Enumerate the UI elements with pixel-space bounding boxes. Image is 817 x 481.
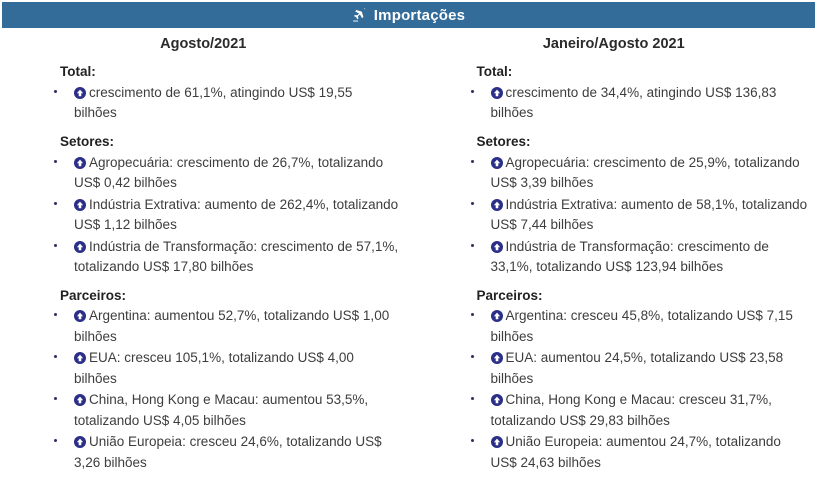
list-item: Agropecuária: crescimento de 26,7%, tota… — [54, 153, 399, 194]
up-arrow-circle-icon — [490, 308, 503, 323]
bullet-dot-icon — [470, 89, 474, 93]
section-list-setores: Agropecuária: crescimento de 25,9%, tota… — [419, 153, 810, 278]
list-item-text: Argentina: cresceu 45,8%, totalizando US… — [490, 308, 793, 344]
section-list-total: crescimento de 34,4%, atingindo US$ 136,… — [419, 83, 810, 124]
up-arrow-circle-icon — [74, 308, 86, 323]
list-item-text: EUA: aumentou 24,5%, totalizando US$ 23,… — [490, 350, 784, 386]
bullet-dot-icon — [54, 159, 57, 163]
list-item: Indústria de Transformação: crescimento … — [470, 237, 810, 278]
up-arrow-circle-icon — [74, 155, 86, 169]
section-label-setores: Setores: — [476, 133, 531, 149]
up-arrow-circle-icon — [490, 85, 503, 99]
up-arrow-circle-icon — [490, 197, 503, 211]
up-arrow-circle-icon — [74, 239, 86, 253]
column-agosto-2021: Agosto/2021 Total: crescimento de 61,1%,… — [2, 36, 409, 481]
section-label-parceiros: Parceiros: — [476, 287, 543, 303]
up-arrow-circle-icon — [74, 350, 86, 365]
column-janeiro-agosto-2021: Janeiro/Agosto 2021 Total: crescimento d… — [409, 36, 816, 481]
up-arrow-circle-icon — [490, 434, 503, 449]
list-item-text: Indústria Extrativa: aumento de 58,1%, t… — [490, 196, 808, 233]
list-item-text: Indústria de Transformação: crescimento … — [74, 238, 399, 275]
section-list-setores: Agropecuária: crescimento de 26,7%, tota… — [8, 153, 399, 278]
list-item: Argentina: cresceu 45,8%, totalizando US… — [470, 306, 810, 347]
column-heading: Janeiro/Agosto 2021 — [542, 36, 685, 52]
section-list-total: crescimento de 61,1%, atingindo US$ 19,5… — [8, 83, 399, 124]
section-label-total: Total: — [60, 64, 96, 80]
list-item: Agropecuária: crescimento de 25,9%, tota… — [470, 153, 810, 194]
up-arrow-circle-icon — [74, 85, 86, 99]
list-item-text: crescimento de 61,1%, atingindo US$ 19,5… — [74, 84, 353, 121]
section-label-total: Total: — [476, 64, 513, 80]
list-item-text: EUA: cresceu 105,1%, totalizando US$ 4,0… — [74, 350, 354, 386]
up-arrow-circle-icon — [490, 350, 503, 365]
bullet-dot-icon — [54, 243, 57, 247]
section-list-parceiros: Argentina: aumentou 52,7%, totalizando U… — [8, 306, 399, 473]
section-label-setores: Setores: — [60, 133, 115, 149]
importacoes-panel: Importações Agosto/2021 Total: crescimen… — [0, 0, 817, 470]
list-item-text: União Europeia: aumentou 24,7%, totaliza… — [490, 434, 781, 470]
list-item-text: China, Hong Kong e Macau: aumentou 53,5%… — [74, 392, 369, 428]
bullet-dot-icon — [470, 201, 474, 205]
bullet-dot-icon — [470, 397, 474, 401]
list-item: China, Hong Kong e Macau: cresceu 31,7%,… — [470, 390, 810, 431]
up-arrow-circle-icon — [490, 155, 503, 169]
up-arrow-circle-icon — [74, 392, 86, 407]
list-item-text: Indústria Extrativa: aumento de 262,4%, … — [74, 196, 399, 233]
bullet-dot-icon — [470, 243, 474, 247]
list-item: EUA: aumentou 24,5%, totalizando US$ 23,… — [470, 348, 810, 389]
bullet-dot-icon — [470, 439, 474, 443]
list-item-text: China, Hong Kong e Macau: cresceu 31,7%,… — [490, 392, 772, 428]
list-item: China, Hong Kong e Macau: aumentou 53,5%… — [54, 390, 399, 431]
bullet-dot-icon — [470, 159, 474, 163]
column-heading: Agosto/2021 — [160, 36, 247, 52]
panel-title: Importações — [373, 6, 466, 24]
list-item: crescimento de 34,4%, atingindo US$ 136,… — [470, 83, 810, 124]
bullet-dot-icon — [54, 201, 57, 205]
list-item-text: União Europeia: cresceu 24,6%, totalizan… — [74, 434, 382, 470]
section-list-parceiros: Argentina: cresceu 45,8%, totalizando US… — [419, 306, 810, 473]
list-item: Indústria de Transformação: crescimento … — [54, 237, 399, 278]
up-arrow-circle-icon — [490, 239, 503, 253]
list-item: EUA: cresceu 105,1%, totalizando US$ 4,0… — [54, 348, 399, 389]
bullet-dot-icon — [470, 313, 474, 317]
list-item-text: Agropecuária: crescimento de 25,9%, tota… — [490, 154, 800, 191]
up-arrow-circle-icon — [74, 434, 86, 449]
list-item-text: Indústria de Transformação: crescimento … — [490, 238, 769, 275]
bullet-dot-icon — [470, 355, 474, 359]
bullet-dot-icon — [54, 439, 57, 443]
list-item-text: Agropecuária: crescimento de 26,7%, tota… — [74, 154, 384, 191]
list-item-text: Argentina: aumentou 52,7%, totalizando U… — [74, 308, 390, 344]
plane-arrival-icon — [352, 8, 367, 23]
list-item: Indústria Extrativa: aumento de 262,4%, … — [54, 195, 399, 236]
up-arrow-circle-icon — [490, 392, 503, 407]
list-item: crescimento de 61,1%, atingindo US$ 19,5… — [54, 83, 399, 124]
bullet-dot-icon — [54, 313, 57, 317]
list-item-text: crescimento de 34,4%, atingindo US$ 136,… — [490, 84, 777, 121]
bullet-dot-icon — [54, 355, 57, 359]
up-arrow-circle-icon — [74, 197, 86, 211]
bullet-dot-icon — [54, 89, 57, 93]
bullet-dot-icon — [54, 397, 57, 401]
list-item: Indústria Extrativa: aumento de 58,1%, t… — [470, 195, 810, 236]
columns-container: Agosto/2021 Total: crescimento de 61,1%,… — [2, 28, 815, 481]
section-label-parceiros: Parceiros: — [60, 287, 127, 303]
list-item: Argentina: aumentou 52,7%, totalizando U… — [54, 306, 399, 347]
panel-titlebar: Importações — [2, 2, 815, 28]
